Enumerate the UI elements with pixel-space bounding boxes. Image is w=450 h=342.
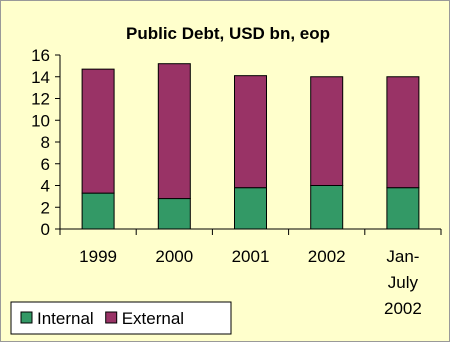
bar-external [81,68,115,194]
y-tick-label: 10 [31,111,50,130]
y-tick-label: 16 [31,46,50,65]
bar-internal [310,185,344,230]
legend: Internal External [10,301,232,335]
bar-external [310,76,344,186]
bar-internal [157,198,191,230]
plot-area: 0 2 4 6 8 10 12 14 16 1999 2000 2001 2002 Jan-July 200… [31,46,442,318]
bar-internal [386,187,420,230]
y-tick-label: 8 [41,133,50,152]
bar-internal [81,192,115,230]
x-category-label: 2002 [308,247,346,266]
bar-external [234,75,267,189]
x-category-label: 2001 [232,247,270,266]
y-tick-label: 4 [41,177,50,196]
y-tick-label: 14 [31,68,50,87]
x-category-label: 2000 [155,247,193,266]
y-tick-label: 12 [31,90,50,109]
bar-external [157,63,191,200]
legend-swatch [20,311,33,324]
legend-box [10,301,232,335]
bar-internal [234,187,267,230]
y-tick-label: 0 [41,220,50,239]
bar-external [386,76,420,189]
y-tick-label: 6 [41,155,50,174]
x-category-label: 1999 [79,247,117,266]
legend-swatch [105,311,118,324]
x-category-label: Jan-July 2002 [384,247,422,318]
y-tick-label: 2 [41,198,50,217]
legend-label: Internal [37,309,94,328]
chart-title: Public Debt, USD bn, eop [126,24,330,43]
legend-label: External [122,309,184,328]
